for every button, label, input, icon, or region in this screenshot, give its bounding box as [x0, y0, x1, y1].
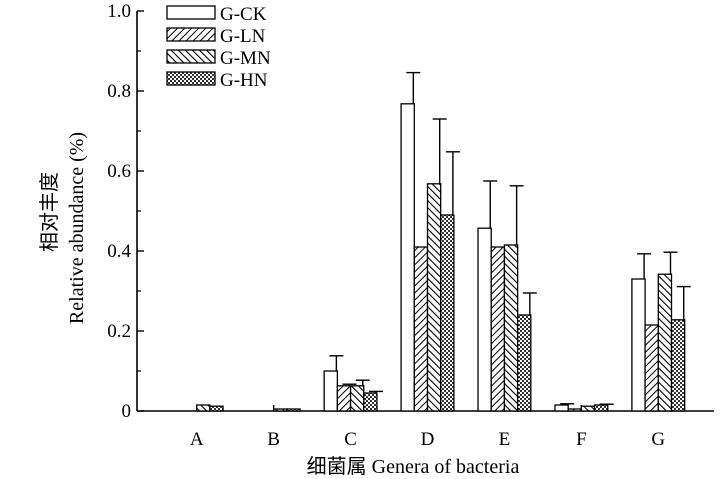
x-tick-label: E — [499, 429, 511, 450]
legend-label: G-LN — [220, 26, 266, 47]
bar — [657, 273, 673, 412]
bar — [349, 385, 365, 412]
legend-swatch — [166, 49, 216, 64]
x-tick-label: C — [344, 429, 357, 450]
bar — [580, 405, 596, 412]
bar — [631, 278, 646, 412]
legend-label: G-MN — [220, 48, 271, 69]
legend-swatch — [166, 5, 216, 20]
y-tick-label: 0.4 — [107, 241, 131, 262]
bar — [503, 244, 519, 412]
x-tick-label: F — [576, 429, 587, 450]
y-axis-title: Relative abundance (%) — [66, 132, 88, 324]
bar — [477, 227, 492, 412]
bar — [413, 246, 429, 412]
y-tick-label: 0 — [122, 401, 132, 422]
bar — [644, 324, 659, 412]
x-tick-label: G — [651, 429, 665, 450]
y-tick-label: 0.6 — [107, 161, 131, 182]
bar — [516, 314, 532, 412]
bar — [440, 214, 455, 412]
bar — [209, 405, 224, 412]
bar — [426, 183, 442, 412]
y-axis-title-chinese: 相对丰度 — [38, 172, 61, 252]
x-axis-title: 细菌属 Genera of bacteria — [307, 455, 520, 478]
legend-label: G-HN — [220, 70, 268, 91]
bar — [336, 385, 352, 412]
legend-label: G-CK — [220, 4, 267, 25]
bar — [286, 408, 301, 412]
bar — [593, 404, 609, 412]
bar — [554, 404, 569, 412]
bar — [490, 246, 506, 412]
bar — [272, 408, 288, 412]
bar — [400, 103, 415, 412]
y-tick-label: 1.0 — [107, 1, 131, 22]
bar — [323, 370, 339, 412]
x-tick-label: A — [190, 429, 204, 450]
legend-swatch — [166, 27, 216, 42]
x-tick-label: B — [267, 429, 280, 450]
bar — [670, 319, 686, 412]
bar — [196, 404, 211, 412]
y-tick-label: 0.2 — [107, 321, 131, 342]
bar — [567, 408, 583, 412]
legend-swatch — [166, 71, 216, 86]
x-tick-label: D — [421, 429, 435, 450]
bar — [363, 392, 378, 412]
y-tick-label: 0.8 — [107, 81, 131, 102]
